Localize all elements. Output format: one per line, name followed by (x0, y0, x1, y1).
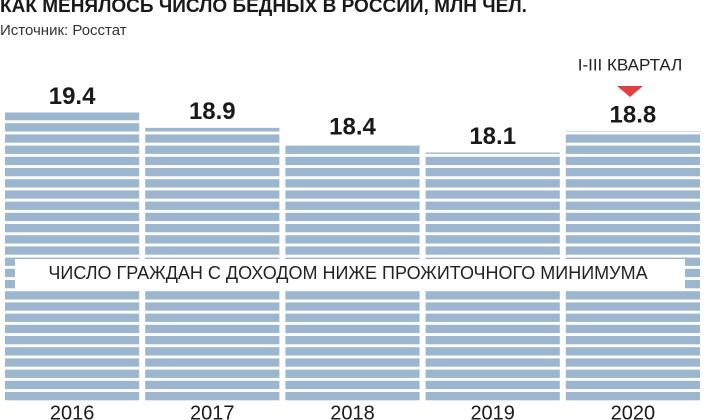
x-tick-label: 2020 (611, 402, 656, 420)
bars (5, 112, 700, 402)
value-label: 18.8 (610, 101, 657, 128)
x-tick-label: 2016 (50, 402, 95, 420)
value-label: 18.1 (469, 123, 516, 150)
x-tick-label: 2018 (330, 402, 375, 420)
value-label: 18.4 (329, 114, 376, 141)
label-band (15, 259, 685, 289)
value-label: 18.9 (189, 98, 236, 125)
x-tick-label: 2017 (190, 402, 235, 420)
annotation-arrow (617, 86, 643, 97)
chart-subtitle: Источник: Росстат (0, 22, 127, 39)
x-tick-label: 2019 (470, 402, 515, 420)
chart-title: КАК МЕНЯЛОСЬ ЧИСЛО БЕДНЫХ В РОССИИ, МЛН … (0, 0, 527, 17)
bar (5, 112, 140, 402)
inner-label: ЧИСЛО ГРАЖДАН С ДОХОДОМ НИЖЕ ПРОЖИТОЧНОГ… (48, 263, 647, 283)
value-label: 19.4 (49, 83, 96, 110)
annotation: I-III КВАРТАЛ (578, 55, 683, 74)
